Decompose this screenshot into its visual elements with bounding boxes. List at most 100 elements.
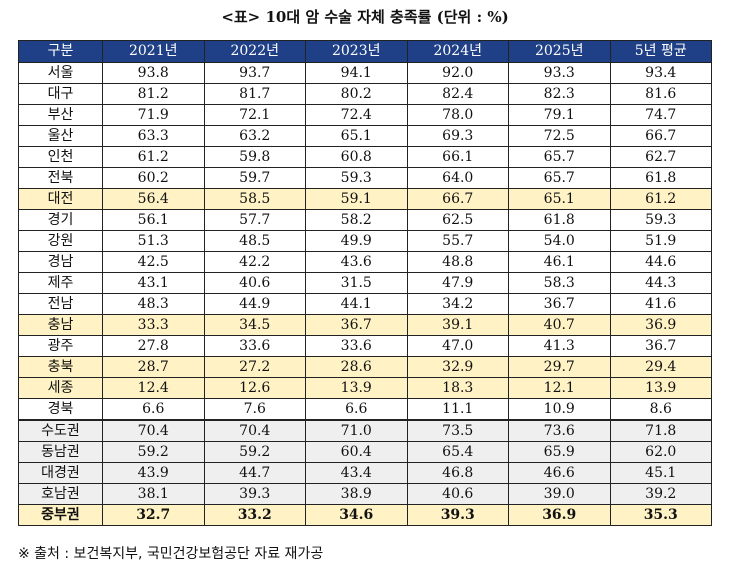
value-cell: 29.4 bbox=[609, 356, 712, 378]
region-cell: 대전 bbox=[18, 188, 103, 210]
value-cell: 46.1 bbox=[508, 251, 611, 273]
value-cell: 63.3 bbox=[102, 125, 205, 147]
value-cell: 65.1 bbox=[508, 188, 611, 210]
value-cell: 58.3 bbox=[508, 272, 611, 294]
value-cell: 12.1 bbox=[508, 377, 611, 399]
region-cell: 대구 bbox=[18, 83, 103, 105]
value-cell: 93.7 bbox=[203, 62, 306, 84]
value-cell: 36.7 bbox=[305, 314, 408, 336]
value-cell: 65.7 bbox=[508, 146, 611, 168]
value-cell: 36.9 bbox=[508, 504, 611, 526]
value-cell: 7.6 bbox=[203, 398, 306, 421]
value-cell: 51.3 bbox=[102, 230, 205, 252]
table-row: 동남권 59.2 59.2 60.4 65.4 65.9 62.0 bbox=[18, 441, 712, 463]
value-cell: 34.2 bbox=[406, 293, 509, 315]
value-cell: 59.3 bbox=[305, 167, 408, 189]
region-cell: 세종 bbox=[18, 377, 103, 399]
value-cell: 41.6 bbox=[609, 293, 712, 315]
value-cell: 71.9 bbox=[102, 104, 205, 126]
value-cell: 56.4 bbox=[102, 188, 205, 210]
value-cell: 51.9 bbox=[609, 230, 712, 252]
value-cell: 94.1 bbox=[305, 62, 408, 84]
value-cell: 81.2 bbox=[102, 83, 205, 105]
region-cell: 강원 bbox=[18, 230, 103, 252]
value-cell: 57.7 bbox=[203, 209, 306, 231]
region-cell: 충남 bbox=[18, 314, 103, 336]
value-cell: 42.2 bbox=[203, 251, 306, 273]
value-cell: 60.8 bbox=[305, 146, 408, 168]
value-cell: 63.2 bbox=[203, 125, 306, 147]
value-cell: 43.9 bbox=[102, 462, 205, 484]
region-cell: 대경권 bbox=[18, 462, 103, 484]
value-cell: 72.1 bbox=[203, 104, 306, 126]
value-cell: 58.5 bbox=[203, 188, 306, 210]
value-cell: 6.6 bbox=[102, 398, 205, 421]
value-cell: 56.1 bbox=[102, 209, 205, 231]
table-title: <표> 10대 암 수술 자체 충족률 (단위 : %) bbox=[221, 8, 509, 26]
value-cell: 47.0 bbox=[406, 335, 509, 357]
value-cell: 82.3 bbox=[508, 83, 611, 105]
value-cell: 48.3 bbox=[102, 293, 205, 315]
region-cell: 동남권 bbox=[18, 441, 103, 463]
value-cell: 29.7 bbox=[508, 356, 611, 378]
value-cell: 43.4 bbox=[305, 462, 408, 484]
value-cell: 40.6 bbox=[203, 272, 306, 294]
value-cell: 32.7 bbox=[102, 504, 205, 526]
value-cell: 55.7 bbox=[406, 230, 509, 252]
region-cell: 수도권 bbox=[18, 419, 103, 442]
value-cell: 35.3 bbox=[609, 504, 712, 526]
table-row: 울산 63.3 63.2 65.1 69.3 72.5 66.7 bbox=[18, 125, 712, 147]
value-cell: 59.7 bbox=[203, 167, 306, 189]
value-cell: 72.5 bbox=[508, 125, 611, 147]
value-cell: 40.6 bbox=[406, 483, 509, 505]
value-cell: 27.2 bbox=[203, 356, 306, 378]
value-cell: 73.5 bbox=[406, 419, 509, 442]
value-cell: 48.5 bbox=[203, 230, 306, 252]
region-cell: 인천 bbox=[18, 146, 103, 168]
header-cell: 2021년 bbox=[102, 40, 205, 63]
table-row: 경기 56.1 57.7 58.2 62.5 61.8 59.3 bbox=[18, 209, 712, 231]
value-cell: 46.8 bbox=[406, 462, 509, 484]
value-cell: 74.7 bbox=[609, 104, 712, 126]
value-cell: 39.0 bbox=[508, 483, 611, 505]
value-cell: 28.6 bbox=[305, 356, 408, 378]
value-cell: 70.4 bbox=[102, 419, 205, 442]
value-cell: 61.8 bbox=[508, 209, 611, 231]
value-cell: 59.8 bbox=[203, 146, 306, 168]
value-cell: 44.6 bbox=[609, 251, 712, 273]
value-cell: 44.3 bbox=[609, 272, 712, 294]
value-cell: 62.7 bbox=[609, 146, 712, 168]
region-cell: 호남권 bbox=[18, 483, 103, 505]
table-row: 부산 71.9 72.1 72.4 78.0 79.1 74.7 bbox=[18, 104, 712, 126]
value-cell: 33.6 bbox=[305, 335, 408, 357]
value-cell: 31.5 bbox=[305, 272, 408, 294]
value-cell: 93.8 bbox=[102, 62, 205, 84]
table-row: 충북 28.7 27.2 28.6 32.9 29.7 29.4 bbox=[18, 356, 712, 378]
value-cell: 80.2 bbox=[305, 83, 408, 105]
table-row: 강원 51.3 48.5 49.9 55.7 54.0 51.9 bbox=[18, 230, 712, 252]
region-cell: 경북 bbox=[18, 398, 103, 421]
value-cell: 43.6 bbox=[305, 251, 408, 273]
value-cell: 59.2 bbox=[203, 441, 306, 463]
region-cell: 광주 bbox=[18, 335, 103, 357]
value-cell: 28.7 bbox=[102, 356, 205, 378]
data-table: 구분 2021년 2022년 2023년 2024년 2025년 5년 평균 서울 93.8 9… bbox=[18, 40, 712, 526]
value-cell: 47.9 bbox=[406, 272, 509, 294]
value-cell: 39.3 bbox=[203, 483, 306, 505]
value-cell: 62.0 bbox=[609, 441, 712, 463]
value-cell: 38.1 bbox=[102, 483, 205, 505]
value-cell: 61.2 bbox=[609, 188, 712, 210]
value-cell: 65.9 bbox=[508, 441, 611, 463]
value-cell: 11.1 bbox=[406, 398, 509, 421]
value-cell: 10.9 bbox=[508, 398, 611, 421]
header-cell: 2025년 bbox=[508, 40, 611, 63]
region-cell: 전남 bbox=[18, 293, 103, 315]
value-cell: 73.6 bbox=[508, 419, 611, 442]
value-cell: 6.6 bbox=[305, 398, 408, 421]
value-cell: 65.7 bbox=[508, 167, 611, 189]
value-cell: 18.3 bbox=[406, 377, 509, 399]
value-cell: 33.6 bbox=[203, 335, 306, 357]
value-cell: 71.0 bbox=[305, 419, 408, 442]
table-row: 대구 81.2 81.7 80.2 82.4 82.3 81.6 bbox=[18, 83, 712, 105]
